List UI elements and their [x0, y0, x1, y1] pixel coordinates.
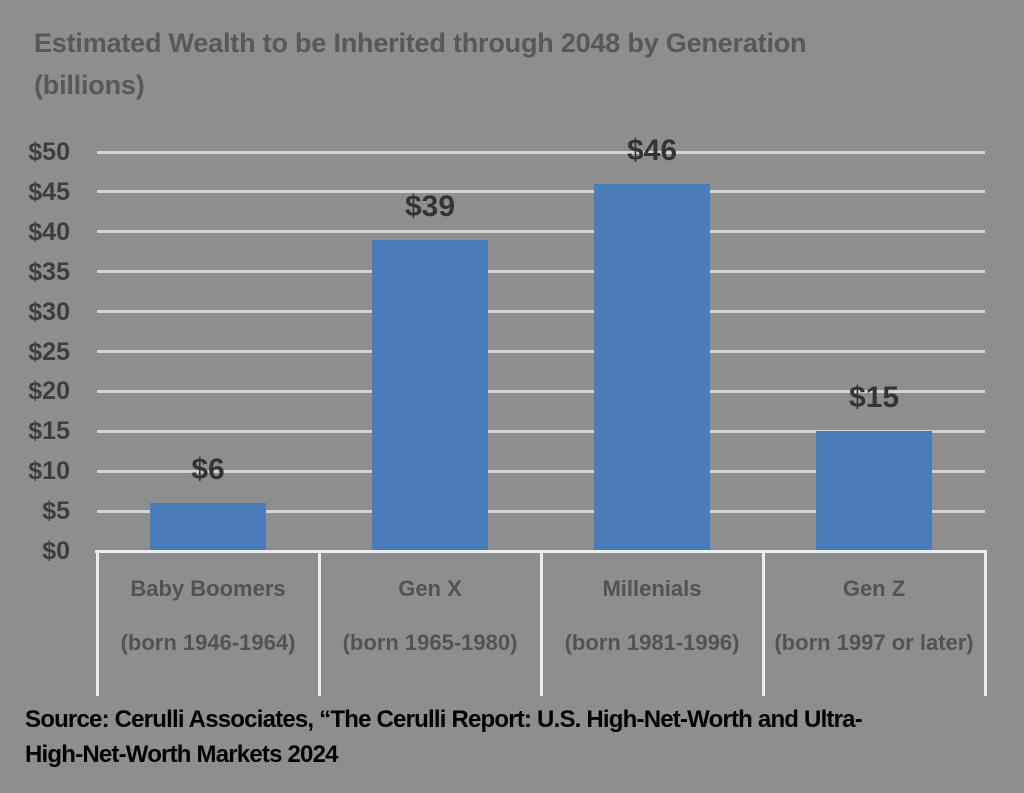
gridline-45 — [97, 190, 985, 194]
source-line-1: Source: Cerulli Associates, “The Cerulli… — [25, 706, 863, 733]
y-axis-tick-label-25: $25 — [28, 337, 70, 366]
y-axis-tick-label-35: $35 — [28, 257, 70, 286]
bar-millenials — [594, 184, 710, 551]
gridline-50 — [97, 150, 985, 154]
category-range-label: (born 1946-1964) — [120, 630, 296, 655]
category-name-label: Baby Boomers — [130, 576, 286, 601]
y-axis-tick-label-40: $40 — [28, 217, 70, 246]
category-cell-millenials: Millenials (born 1981-1996) — [541, 553, 763, 695]
bar-value-label-3: $46 — [626, 134, 678, 167]
gridline-5 — [97, 509, 985, 513]
y-axis-tick-label-5: $5 — [42, 497, 70, 526]
category-name-label: Millenials — [602, 576, 702, 601]
y-axis-tick-label-20: $20 — [28, 377, 70, 406]
bar-value-label-1: $6 — [191, 453, 225, 486]
category-name-label: Gen X — [398, 576, 462, 601]
y-axis-tick-label-10: $10 — [28, 457, 70, 486]
y-axis-tick-label-30: $30 — [28, 297, 70, 326]
category-cell-baby-boomers: Baby Boomers (born 1946-1964) — [97, 553, 319, 695]
bar-baby-boomers — [150, 503, 266, 551]
category-separator-1 — [317, 551, 321, 696]
gridline-15 — [97, 429, 985, 433]
category-separator-4 — [983, 551, 987, 696]
category-cell-gen-x: Gen X (born 1965-1980) — [319, 553, 541, 695]
bar-value-label-4: $15 — [848, 381, 900, 414]
y-axis-tick-label-0: $0 — [42, 537, 70, 565]
y-axis-tick-label-45: $45 — [28, 177, 70, 206]
chart-title: Estimated Wealth to be Inherited through… — [34, 28, 807, 100]
gridline-35 — [97, 270, 985, 274]
gridline-20 — [97, 389, 985, 393]
source-note: Source: Cerulli Associates, “The Cerulli… — [25, 702, 863, 772]
gridline-40 — [97, 230, 985, 234]
y-axis-tick-label-15: $15 — [28, 417, 70, 446]
category-name-label: Gen Z — [842, 576, 906, 601]
category-range-label: (born 1997 or later) — [774, 630, 974, 655]
gridline-30 — [97, 310, 985, 314]
category-separator-0 — [95, 551, 99, 696]
category-cell-gen-z: Gen Z (born 1997 or later) — [763, 553, 985, 695]
y-axis-tick-label-50: $50 — [28, 138, 70, 166]
bar-gen-z — [816, 431, 932, 551]
category-range-label: (born 1965-1980) — [342, 630, 518, 655]
category-separator-3 — [761, 551, 765, 696]
category-range-label: (born 1981-1996) — [564, 630, 740, 655]
category-separator-2 — [539, 551, 543, 696]
bar-value-label-2: $39 — [404, 190, 456, 223]
bar-gen-x — [372, 240, 488, 551]
gridline-10 — [97, 469, 985, 473]
gridline-25 — [97, 350, 985, 353]
source-line-2: High-Net-Worth Markets 2024 — [25, 741, 339, 768]
